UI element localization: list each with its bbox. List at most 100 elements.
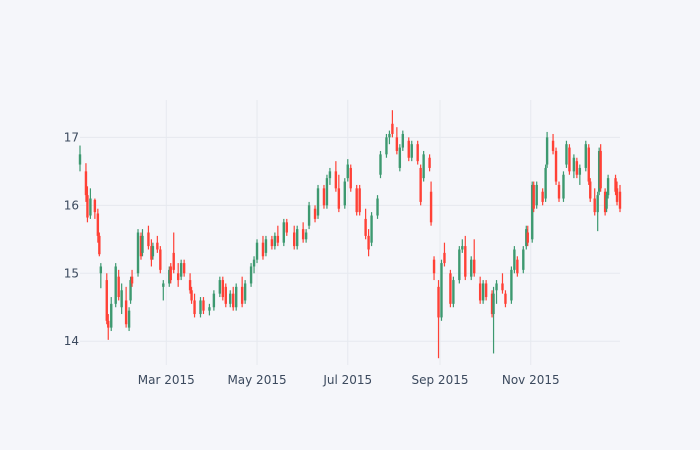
candle-body — [344, 182, 346, 206]
candle-body — [162, 283, 164, 286]
candle-body — [599, 151, 601, 188]
candle — [585, 141, 587, 172]
candle-body — [137, 233, 139, 274]
candle-body — [241, 287, 243, 304]
candle — [544, 165, 546, 202]
candle — [422, 151, 424, 182]
candle — [98, 233, 100, 257]
candle-body — [86, 195, 88, 217]
candle-body — [222, 280, 224, 297]
candle-body — [173, 253, 175, 270]
candle-body — [562, 175, 564, 199]
candle-body — [141, 236, 143, 253]
candle-body — [544, 168, 546, 199]
candle-body — [347, 165, 349, 179]
candle-body — [170, 266, 172, 280]
candle-body — [533, 185, 535, 209]
candle — [419, 165, 421, 206]
candle-body — [208, 307, 210, 310]
candle — [323, 185, 325, 209]
candle-body — [573, 158, 575, 172]
candle — [568, 144, 570, 175]
candle-body — [594, 199, 596, 213]
candle-body — [329, 171, 331, 178]
candle-body — [159, 249, 161, 269]
candle-body — [296, 229, 298, 246]
candle-body — [335, 171, 337, 188]
candle — [399, 144, 401, 171]
candle-body — [79, 154, 81, 164]
candle — [565, 141, 567, 168]
candle — [416, 141, 418, 165]
candle-body — [262, 243, 264, 257]
candle-body — [568, 148, 570, 172]
candle — [555, 148, 557, 185]
candle-body — [302, 229, 304, 239]
candle-body — [110, 304, 112, 328]
candle — [379, 151, 381, 178]
candle-body — [473, 260, 475, 274]
x-tick-label: Nov 2015 — [502, 373, 560, 387]
candle-body — [501, 283, 503, 290]
candle-body — [495, 283, 497, 290]
candle-body — [443, 253, 445, 263]
candle-body — [370, 216, 372, 243]
candle — [510, 266, 512, 303]
candle-body — [177, 273, 179, 280]
candle — [317, 185, 319, 219]
candle-body — [605, 195, 607, 209]
candle-body — [265, 239, 267, 253]
candle — [106, 273, 108, 324]
candle — [283, 219, 285, 246]
candle-body — [152, 246, 154, 256]
candle — [562, 171, 564, 202]
candle-body — [376, 199, 378, 216]
candle — [250, 263, 252, 287]
candle-body — [358, 188, 360, 212]
candle — [296, 226, 298, 250]
candle-body — [396, 137, 398, 151]
candle-body — [449, 273, 451, 304]
candle-body — [253, 260, 255, 267]
candle-body — [147, 233, 149, 247]
candle-body — [546, 137, 548, 164]
candle — [350, 165, 352, 192]
candle-body — [588, 148, 590, 182]
candle-body — [585, 144, 587, 168]
candle — [370, 212, 372, 246]
candle-body — [565, 144, 567, 164]
candle-body — [402, 134, 404, 148]
candle-body — [555, 151, 557, 182]
candle-body — [199, 300, 201, 314]
candle — [355, 185, 357, 216]
candle-body — [576, 161, 578, 175]
candle-body — [131, 277, 133, 284]
candle-body — [232, 294, 234, 308]
candle-body — [492, 294, 494, 314]
candle — [358, 185, 360, 216]
candle-body — [433, 260, 435, 274]
candle-body — [437, 287, 439, 318]
candle — [376, 195, 378, 219]
candle — [588, 144, 590, 185]
candle-body — [607, 178, 609, 195]
candle-body — [235, 287, 237, 307]
candle-body — [286, 222, 288, 232]
candle — [115, 263, 117, 307]
candle-body — [244, 283, 246, 300]
candle-body — [430, 192, 432, 223]
candle — [458, 246, 460, 283]
candle-body — [350, 168, 352, 188]
candle-body — [115, 266, 117, 303]
candle-body — [256, 243, 258, 260]
candle-body — [308, 205, 310, 225]
candle — [607, 175, 609, 199]
candle-body — [440, 263, 442, 317]
candle-body — [391, 124, 393, 134]
candle-body — [379, 154, 381, 174]
candle-body — [219, 280, 221, 294]
candle-body — [458, 249, 460, 280]
y-tick-label: 16 — [64, 198, 79, 212]
candle-body — [399, 148, 401, 168]
